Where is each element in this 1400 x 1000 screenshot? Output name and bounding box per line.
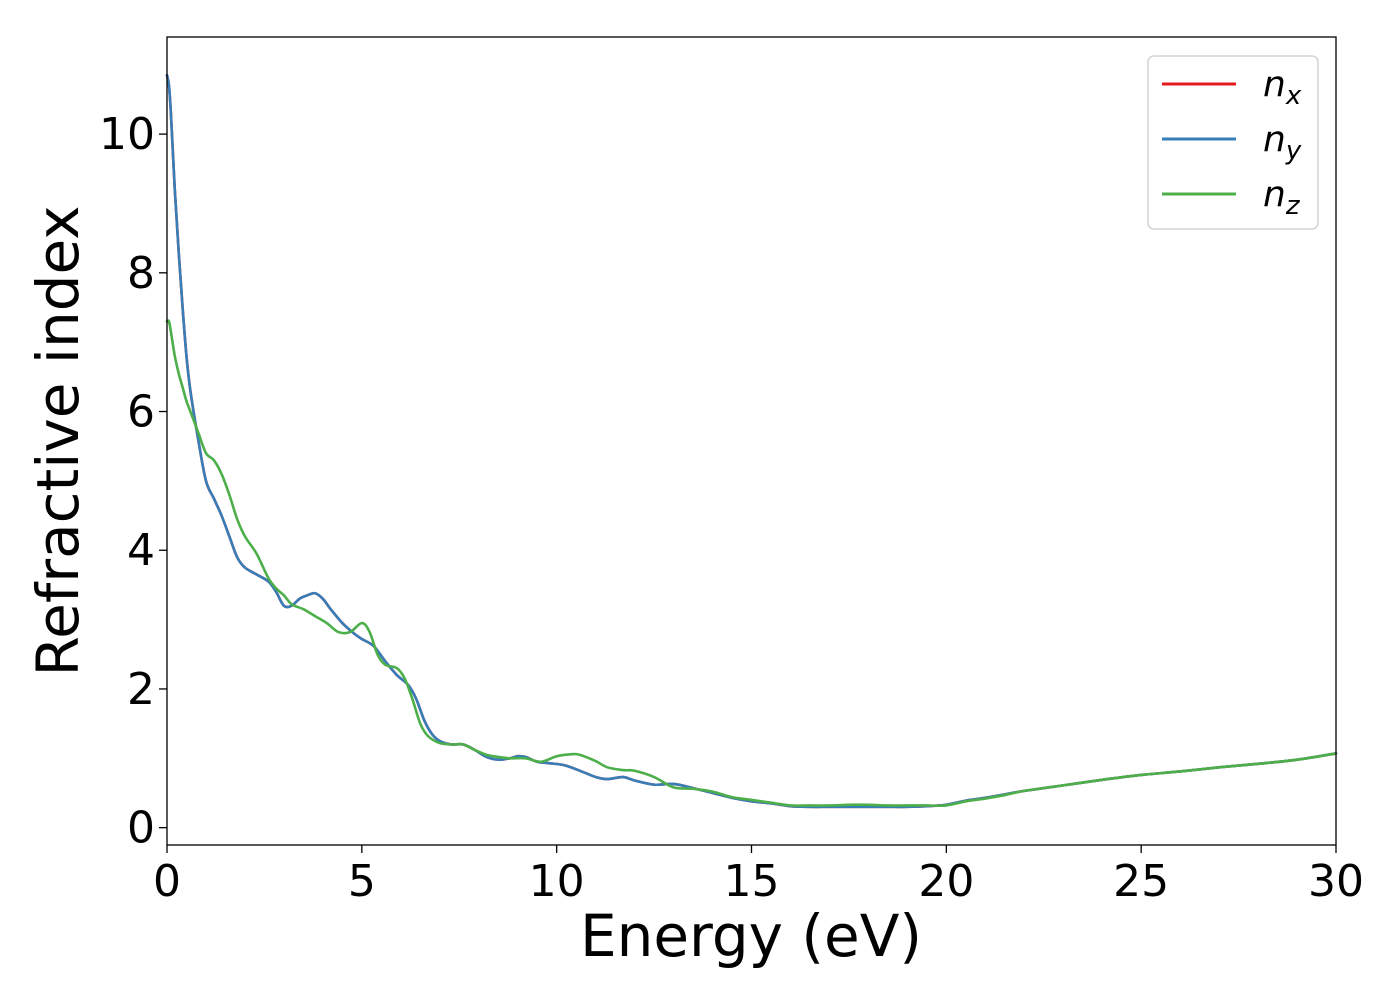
- x-tick-label: 25: [1113, 856, 1169, 907]
- x-tick-label: 10: [529, 856, 585, 907]
- x-axis-ticks: 0 5 10 15 20 25 30: [153, 845, 1364, 907]
- y-tick-label: 4: [127, 525, 155, 576]
- x-tick-label: 20: [918, 856, 974, 907]
- x-tick-label: 5: [348, 856, 376, 907]
- y-axis-ticks: 0 2 4 6 8 10: [99, 109, 167, 854]
- x-tick-label: 0: [153, 856, 181, 907]
- y-tick-label: 0: [127, 803, 155, 854]
- series-line-z: [165, 319, 1338, 808]
- x-axis-title: Energy (eV): [580, 902, 922, 970]
- y-axis-title: Refractive index: [24, 205, 92, 676]
- y-tick-label: 8: [127, 248, 155, 299]
- legend-box: [1147, 55, 1319, 230]
- y-tick-label: 6: [127, 387, 155, 438]
- legend-label-z: nz: [1263, 174, 1301, 221]
- y-tick-label: 10: [99, 109, 155, 160]
- plot-lines: [165, 73, 1338, 809]
- legend-label-y: ny: [1263, 119, 1302, 166]
- x-tick-label: 30: [1308, 856, 1364, 907]
- y-tick-label: 2: [127, 664, 155, 715]
- x-tick-label: 15: [724, 856, 780, 907]
- legend-label-x: nx: [1263, 64, 1302, 111]
- legend: nx ny nz: [1147, 55, 1319, 230]
